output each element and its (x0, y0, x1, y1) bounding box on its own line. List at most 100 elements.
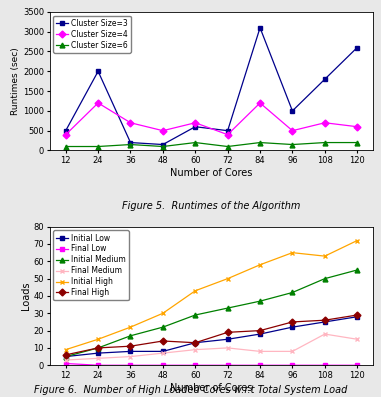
Initial Low (322, 320, 327, 324)
Legend: Initial Low, Final Low, Initial Medium, Final Medium, Initial High, Final High: Initial Low, Final Low, Initial Medium, … (53, 231, 129, 300)
Cluster Size=3 (322, 77, 327, 82)
Final Low (128, 363, 133, 368)
Initial Medium (226, 306, 230, 310)
Cluster Size=4 (128, 120, 133, 125)
Line: Cluster Size=4: Cluster Size=4 (63, 100, 360, 137)
Title: Figure 5.  Runtimes of the Algorithm: Figure 5. Runtimes of the Algorithm (122, 200, 301, 211)
Y-axis label: Loads: Loads (21, 282, 30, 310)
Cluster Size=6 (161, 144, 165, 149)
Initial High (63, 347, 68, 352)
Cluster Size=4 (290, 128, 295, 133)
Cluster Size=6 (258, 140, 262, 145)
Initial High (161, 311, 165, 316)
Cluster Size=3 (258, 25, 262, 30)
Cluster Size=3 (355, 45, 360, 50)
Cluster Size=6 (63, 144, 68, 149)
Initial Medium (290, 290, 295, 295)
Cluster Size=6 (96, 144, 100, 149)
Cluster Size=4 (322, 120, 327, 125)
Initial Low (258, 331, 262, 336)
Line: Initial Low: Initial Low (63, 314, 360, 359)
Initial High (226, 276, 230, 281)
Final Low (258, 363, 262, 368)
Line: Cluster Size=3: Cluster Size=3 (63, 25, 360, 147)
Line: Final Medium: Final Medium (63, 331, 360, 362)
Cluster Size=4 (63, 132, 68, 137)
Initial High (128, 325, 133, 330)
Final High (322, 318, 327, 323)
Cluster Size=4 (96, 100, 100, 105)
Initial Medium (193, 312, 198, 317)
Initial Low (355, 314, 360, 319)
Cluster Size=3 (63, 128, 68, 133)
Cluster Size=4 (161, 128, 165, 133)
Initial Medium (258, 299, 262, 304)
Initial Low (96, 351, 100, 355)
Final Medium (258, 349, 262, 354)
Initial Low (128, 349, 133, 354)
Legend: Cluster Size=3, Cluster Size=4, Cluster Size=6: Cluster Size=3, Cluster Size=4, Cluster … (53, 16, 131, 53)
Final Medium (322, 331, 327, 336)
Cluster Size=6 (128, 142, 133, 147)
Initial High (322, 254, 327, 258)
Final High (161, 339, 165, 343)
Cluster Size=3 (128, 140, 133, 145)
Cluster Size=4 (193, 120, 198, 125)
Final Low (355, 363, 360, 368)
Cluster Size=4 (258, 100, 262, 105)
Final High (128, 344, 133, 349)
Final Medium (290, 349, 295, 354)
Initial Medium (96, 345, 100, 350)
Final Medium (226, 345, 230, 350)
Line: Initial High: Initial High (63, 238, 360, 352)
Final Low (226, 363, 230, 368)
Initial Medium (128, 333, 133, 338)
Final High (193, 340, 198, 345)
Cluster Size=6 (226, 144, 230, 149)
Initial High (96, 337, 100, 342)
Initial Low (226, 337, 230, 342)
Final Low (290, 363, 295, 368)
Final Low (193, 363, 198, 368)
Initial Medium (161, 325, 165, 330)
Cluster Size=4 (226, 132, 230, 137)
Final Low (161, 363, 165, 368)
Cluster Size=4 (355, 124, 360, 129)
Y-axis label: Runtimes (sec): Runtimes (sec) (11, 47, 20, 115)
Line: Cluster Size=6: Cluster Size=6 (63, 140, 360, 149)
Final High (226, 330, 230, 335)
Initial Low (161, 349, 165, 354)
X-axis label: Number of Cores: Number of Cores (170, 383, 253, 393)
Final High (63, 353, 68, 357)
Final Medium (355, 337, 360, 342)
Final Medium (96, 356, 100, 361)
Initial Medium (63, 354, 68, 359)
Line: Final High: Final High (63, 312, 360, 357)
Initial Low (63, 354, 68, 359)
Cluster Size=3 (226, 128, 230, 133)
Cluster Size=3 (96, 69, 100, 74)
Text: Figure 6.  Number of High Loaded Cores w.r.t Total System Load: Figure 6. Number of High Loaded Cores w.… (34, 385, 347, 395)
Final Medium (63, 358, 68, 362)
Cluster Size=6 (322, 140, 327, 145)
Final Low (96, 363, 100, 368)
Line: Final Low: Final Low (63, 361, 360, 368)
Final Low (63, 361, 68, 366)
Cluster Size=6 (290, 142, 295, 147)
Final Medium (161, 351, 165, 355)
Final High (258, 328, 262, 333)
X-axis label: Number of Cores: Number of Cores (170, 168, 253, 178)
Final High (96, 345, 100, 350)
Initial Low (193, 340, 198, 345)
Final High (355, 312, 360, 317)
Final Medium (128, 354, 133, 359)
Cluster Size=3 (161, 142, 165, 147)
Cluster Size=3 (193, 124, 198, 129)
Initial Medium (355, 268, 360, 272)
Cluster Size=6 (193, 140, 198, 145)
Initial High (258, 262, 262, 267)
Initial High (355, 238, 360, 243)
Line: Initial Medium: Initial Medium (63, 268, 360, 359)
Cluster Size=6 (355, 140, 360, 145)
Final Medium (193, 347, 198, 352)
